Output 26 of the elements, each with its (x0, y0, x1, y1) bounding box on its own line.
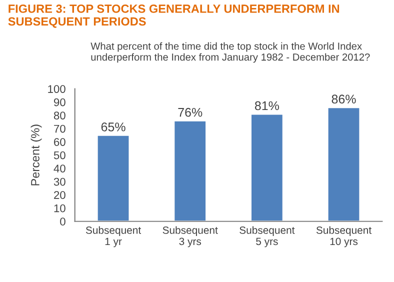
data-label: 86% (332, 94, 356, 104)
y-tick-label: 40 (54, 164, 66, 172)
bar (173, 120, 207, 222)
bar (96, 134, 130, 222)
y-tick-label: 70 (54, 124, 66, 133)
y-axis-title: Percent (%) (30, 124, 42, 186)
data-label: 76% (178, 108, 202, 117)
y-tick-label: 10 (54, 204, 66, 212)
y-tick-label: 50 (54, 151, 66, 160)
chart-subtitle: What percent of the time did the top stock in the World Index underperform the Index from January 1982 - December 2012? (90, 42, 370, 63)
y-tick-label: 90 (54, 98, 66, 106)
y-tick-label: 80 (54, 112, 66, 120)
x-tick-label: Subsequent 3 yrs (162, 226, 218, 248)
y-tick-label: 60 (54, 138, 66, 146)
data-label: 65% (101, 122, 126, 132)
x-tick-label: Subsequent 10 yrs (316, 226, 372, 248)
x-tick-label: Subsequent 5 yrs (240, 226, 295, 248)
bar (326, 106, 361, 222)
data-label: 81% (254, 101, 279, 110)
y-tick-label: 20 (54, 191, 66, 199)
x-tick-label: Subsequent 1 yr (86, 226, 141, 248)
y-tick-label: 30 (54, 178, 66, 186)
bar (250, 113, 284, 222)
y-tick-label: 0 (60, 218, 66, 226)
y-tick-label: 100 (48, 85, 66, 93)
chart-title: FIGURE 3: TOP STOCKS GENERALLY UNDERPERFORM IN SUBSEQUENT PERIODS (8, 4, 340, 28)
